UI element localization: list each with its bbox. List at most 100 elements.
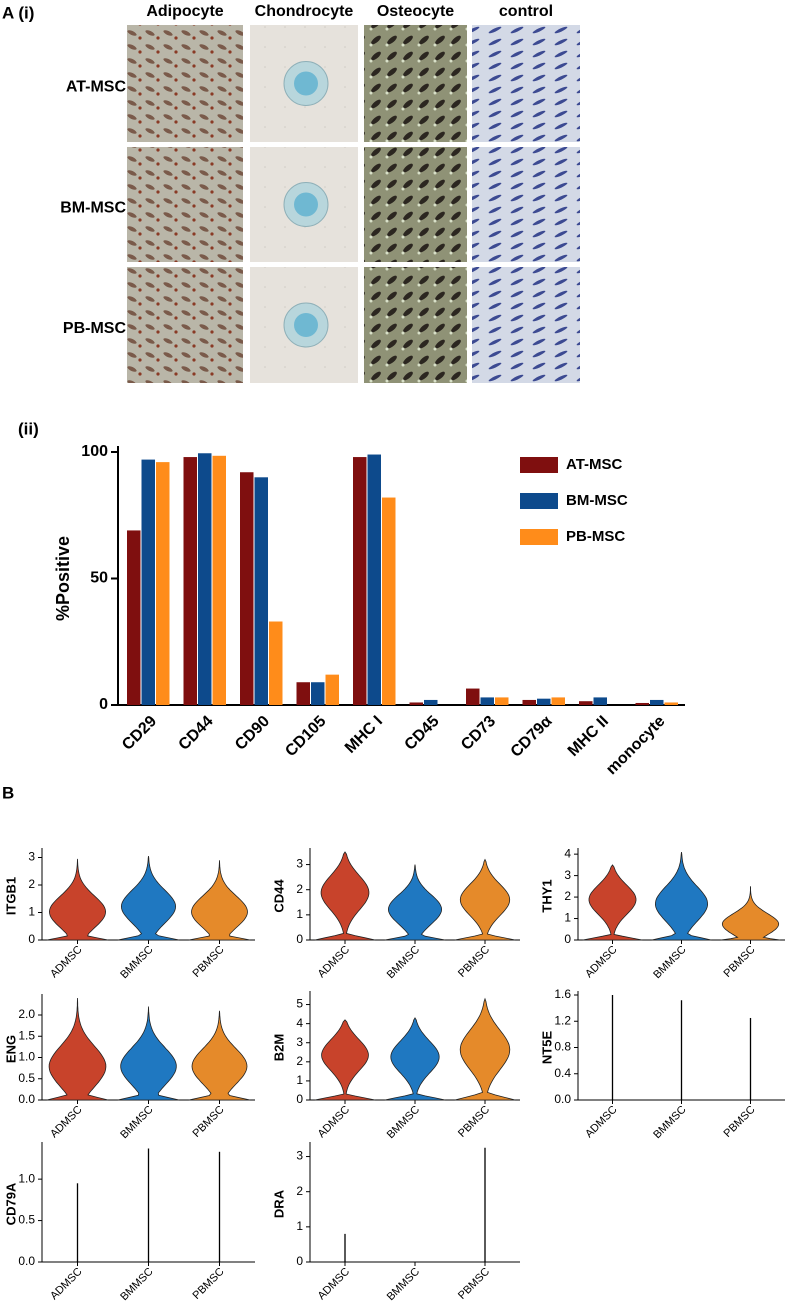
bar: [495, 697, 509, 705]
column-header: control: [499, 3, 553, 20]
column-header: Chondrocyte: [255, 3, 354, 20]
y-tick-label: 5: [296, 997, 303, 1011]
violin: [188, 860, 251, 941]
x-tick-label: CD90: [232, 713, 273, 754]
y-tick-label: 0: [99, 696, 108, 713]
x-tick-label: PBMSC: [456, 1104, 492, 1140]
y-tick-label: 100: [81, 443, 108, 460]
x-tick-label: ADMSC: [48, 1104, 85, 1141]
y-tick-label: 1: [296, 907, 303, 921]
bar: [579, 701, 593, 705]
x-tick-label: CD105: [282, 713, 329, 760]
y-tick-label: 1: [296, 1073, 303, 1087]
x-tick-label: CD73: [458, 713, 499, 754]
violin: [384, 1017, 446, 1101]
x-tick-label: BMMSC: [385, 1266, 422, 1303]
x-tick-label: PBMSC: [456, 944, 492, 980]
violin: [314, 1019, 376, 1101]
y-tick-label: 4: [564, 846, 571, 860]
bar: [240, 472, 254, 705]
bar: [551, 697, 565, 705]
x-tick-label: BMMSC: [118, 1266, 155, 1303]
violin: [454, 997, 516, 1101]
bar: [424, 699, 438, 705]
x-tick-label: CD79α: [508, 713, 556, 761]
violin: [46, 858, 109, 941]
column-header: Osteocyte: [377, 3, 454, 20]
bar: [296, 682, 310, 705]
bar: [664, 702, 678, 705]
y-tick-label: 0: [296, 1254, 303, 1268]
y-tick-label: 2: [28, 877, 35, 891]
violin: [384, 864, 446, 941]
violin: [582, 864, 643, 941]
x-tick-label: CD29: [119, 713, 160, 754]
x-tick-label: ADMSC: [48, 944, 85, 981]
x-tick-label: BMMSC: [385, 1104, 422, 1141]
bar: [480, 697, 494, 705]
violin: [314, 851, 376, 941]
bar: [466, 688, 480, 705]
violin: [720, 886, 781, 941]
x-tick-label: ADMSC: [316, 1104, 353, 1141]
y-axis-label: CD44: [271, 879, 286, 913]
violin: [117, 856, 180, 941]
y-tick-label: 0.0: [18, 1092, 35, 1106]
y-tick-label: 3: [28, 850, 35, 864]
micrograph: [364, 25, 467, 142]
y-tick-label: 1: [28, 905, 35, 919]
bar: [382, 497, 396, 705]
pellet-core: [294, 71, 318, 96]
y-tick-label: 2: [564, 889, 571, 903]
bar: [254, 477, 268, 705]
y-axis-label: THY1: [539, 879, 554, 912]
legend-swatch: [520, 529, 558, 545]
x-tick-label: ADMSC: [316, 944, 353, 981]
bar: [409, 702, 423, 705]
x-tick-label: BMMSC: [118, 944, 155, 981]
y-axis-label: ENG: [3, 1035, 18, 1063]
y-axis-label: %Positive: [53, 536, 73, 621]
y-tick-label: 0: [296, 932, 303, 946]
bar: [198, 453, 212, 705]
micrograph: [127, 147, 243, 262]
legend-swatch: [520, 493, 558, 509]
bar: [593, 697, 607, 705]
y-tick-label: 50: [90, 570, 108, 587]
x-tick-label: BMMSC: [651, 1104, 688, 1141]
bar: [367, 454, 381, 705]
x-tick-label: MHC I: [342, 713, 386, 757]
x-tick-label: ADMSC: [583, 1104, 620, 1141]
bar: [212, 455, 226, 705]
row-label: AT-MSC: [66, 79, 127, 96]
bar: [141, 459, 155, 705]
y-axis-label: B2M: [271, 1034, 286, 1061]
micrograph: [364, 267, 467, 383]
y-tick-label: 1.2: [554, 1013, 571, 1027]
x-tick-label: MHC II: [565, 713, 612, 760]
legend-swatch: [520, 457, 558, 473]
bar: [311, 682, 325, 705]
pellet-core: [294, 192, 318, 217]
y-tick-label: 1: [296, 1219, 303, 1233]
x-tick-label: BMMSC: [651, 944, 688, 981]
y-axis-label: ITGB1: [3, 877, 18, 915]
violin: [188, 1010, 251, 1101]
row-label: PB-MSC: [63, 320, 127, 337]
bar: [269, 621, 283, 705]
x-tick-label: PBMSC: [722, 1104, 758, 1140]
legend-label: PB-MSC: [566, 528, 625, 545]
y-tick-label: 0: [28, 932, 35, 946]
bar: [635, 702, 649, 705]
x-tick-label: PBMSC: [191, 1266, 227, 1302]
row-label: BM-MSC: [60, 200, 126, 217]
y-tick-label: 2.0: [18, 1007, 35, 1021]
y-axis-label: DRA: [271, 1189, 286, 1218]
bar: [353, 457, 367, 705]
y-tick-label: 1: [564, 911, 571, 925]
micrograph: [472, 25, 580, 142]
x-tick-label: ADMSC: [316, 1266, 353, 1303]
x-tick-label: ADMSC: [48, 1266, 85, 1303]
y-tick-label: 2: [296, 882, 303, 896]
y-tick-label: 1.5: [18, 1028, 35, 1042]
